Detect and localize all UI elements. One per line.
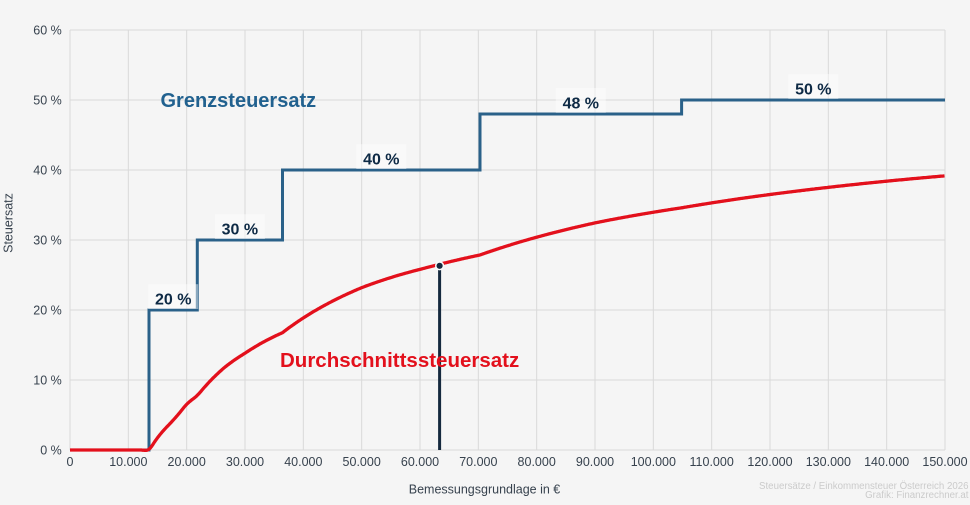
- svg-text:30 %: 30 %: [33, 233, 62, 247]
- svg-text:20 %: 20 %: [33, 303, 62, 317]
- svg-text:50 %: 50 %: [33, 93, 62, 107]
- svg-text:80.000: 80.000: [518, 455, 556, 469]
- svg-text:140.000: 140.000: [864, 455, 909, 469]
- svg-text:100.000: 100.000: [631, 455, 676, 469]
- svg-text:Grafik: Finanzrechner.at: Grafik: Finanzrechner.at: [865, 490, 969, 500]
- svg-text:40.000: 40.000: [284, 455, 322, 469]
- svg-text:Grenzsteuersatz: Grenzsteuersatz: [161, 90, 317, 112]
- svg-text:0 %: 0 %: [40, 443, 62, 457]
- svg-text:50 %: 50 %: [795, 81, 831, 98]
- svg-text:Steuersätze / Einkommensteuer: Steuersätze / Einkommensteuer Österreich…: [759, 481, 968, 492]
- svg-text:40 %: 40 %: [33, 163, 62, 177]
- svg-text:40 %: 40 %: [363, 152, 399, 169]
- svg-text:10 %: 10 %: [33, 373, 62, 387]
- svg-text:60.000: 60.000: [401, 455, 439, 469]
- svg-text:50.000: 50.000: [343, 455, 381, 469]
- svg-text:20 %: 20 %: [155, 292, 191, 309]
- svg-text:30 %: 30 %: [222, 222, 258, 239]
- svg-text:48 %: 48 %: [563, 95, 599, 112]
- svg-text:Bemessungsgrundlage in €: Bemessungsgrundlage in €: [409, 483, 561, 497]
- svg-text:110.000: 110.000: [690, 455, 734, 469]
- svg-text:Steuersatz: Steuersatz: [2, 193, 16, 253]
- svg-text:130.000: 130.000: [806, 455, 851, 469]
- svg-text:10.000: 10.000: [109, 455, 147, 469]
- svg-text:90.000: 90.000: [576, 455, 614, 469]
- svg-text:30.000: 30.000: [226, 455, 264, 469]
- svg-text:120.000: 120.000: [747, 455, 792, 469]
- svg-text:20.000: 20.000: [168, 455, 206, 469]
- svg-text:150.000: 150.000: [922, 455, 967, 469]
- svg-text:70.000: 70.000: [459, 455, 497, 469]
- svg-text:0: 0: [67, 455, 74, 469]
- svg-text:Durchschnittssteuersatz: Durchschnittssteuersatz: [280, 349, 519, 372]
- svg-text:60 %: 60 %: [33, 23, 62, 37]
